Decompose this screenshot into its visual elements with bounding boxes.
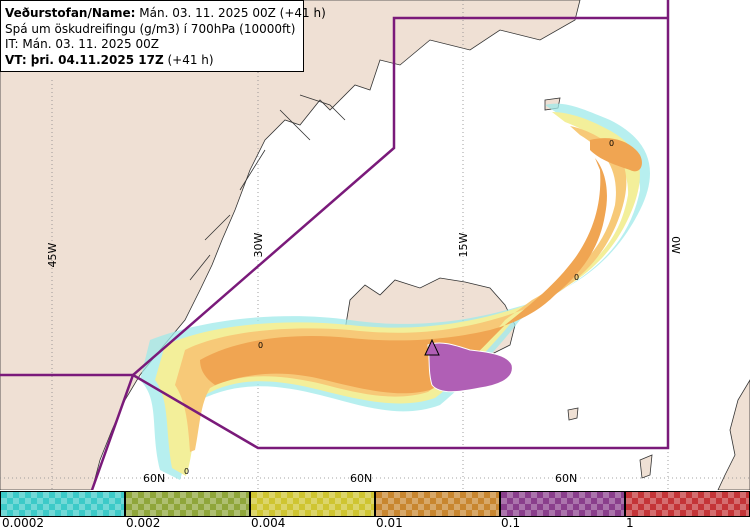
meridian-label-30w: 30W bbox=[252, 232, 265, 257]
parallel-label-60n-1: 60N bbox=[143, 472, 165, 485]
scale-swatch-6 bbox=[625, 491, 750, 517]
parallel-label-60n-3: 60N bbox=[555, 472, 577, 485]
scale-tick-4: 0.01 bbox=[376, 516, 403, 530]
scale-tick-6: 1 bbox=[626, 516, 634, 530]
plume-high bbox=[427, 342, 513, 393]
meridian-label-15w: 15W bbox=[457, 232, 470, 257]
scale-tick-1: 0.0002 bbox=[2, 516, 44, 530]
faroe-islands bbox=[567, 407, 579, 421]
contour-label-1: 0 bbox=[258, 341, 263, 350]
info-line-4: VT: þri. 04.11.2025 17Z (+41 h) bbox=[5, 53, 303, 69]
plume-mid bbox=[200, 158, 607, 394]
plume-trace-cyan bbox=[140, 103, 650, 480]
ash-forecast-map[interactable]: 45W 30W 15W 0W 60N 60N 60N 0 0 0 0 bbox=[0, 0, 750, 490]
scale-swatch-2 bbox=[125, 491, 250, 517]
parallel-label-60n-2: 60N bbox=[350, 472, 372, 485]
norway-coast bbox=[717, 379, 750, 490]
info-label-name: Veðurstofan/Name: bbox=[5, 6, 136, 20]
info-line-3: IT: Mán. 03. 11. 2025 00Z bbox=[5, 37, 159, 51]
region-boundary bbox=[0, 0, 670, 490]
info-line-1: Veðurstofan/Name: Mán. 03. 11. 2025 00Z … bbox=[5, 6, 326, 22]
scale-swatch-1 bbox=[0, 491, 125, 517]
scale-tick-2: 0.002 bbox=[126, 516, 161, 530]
plume-trace-yellow bbox=[155, 112, 640, 476]
volcano-marker-icon[interactable] bbox=[424, 338, 440, 356]
meridian-label-0w: 0W bbox=[669, 236, 682, 254]
plume-mid-north bbox=[590, 138, 642, 172]
scale-swatch-4 bbox=[375, 491, 500, 517]
contour-label-2: 0 bbox=[574, 273, 579, 282]
scale-swatch-3 bbox=[250, 491, 375, 517]
forecast-info-box: Veðurstofan/Name: Mán. 03. 11. 2025 00Z … bbox=[0, 0, 326, 72]
info-value-vt: (+41 h) bbox=[163, 52, 214, 67]
scale-tick-3: 0.004 bbox=[251, 516, 286, 530]
scale-swatch-5 bbox=[500, 491, 625, 517]
contour-label-3: 0 bbox=[609, 139, 614, 148]
info-value-name: Mán. 03. 11. 2025 00Z (+41 h) bbox=[135, 6, 326, 20]
info-label-vt: VT: þri. 04.11.2025 17Z bbox=[5, 52, 164, 67]
info-line-2: Spá um öskudreifingu (g/m3) í 700hPa (10… bbox=[5, 21, 296, 36]
contour-label-4: 0 bbox=[184, 467, 189, 476]
meridian-label-45w: 45W bbox=[46, 242, 59, 267]
shetland bbox=[639, 454, 653, 479]
color-scale bbox=[0, 491, 750, 517]
scale-tick-5: 0.1 bbox=[501, 516, 521, 530]
greenland-fjords bbox=[189, 94, 346, 281]
ash-plume bbox=[140, 103, 650, 480]
